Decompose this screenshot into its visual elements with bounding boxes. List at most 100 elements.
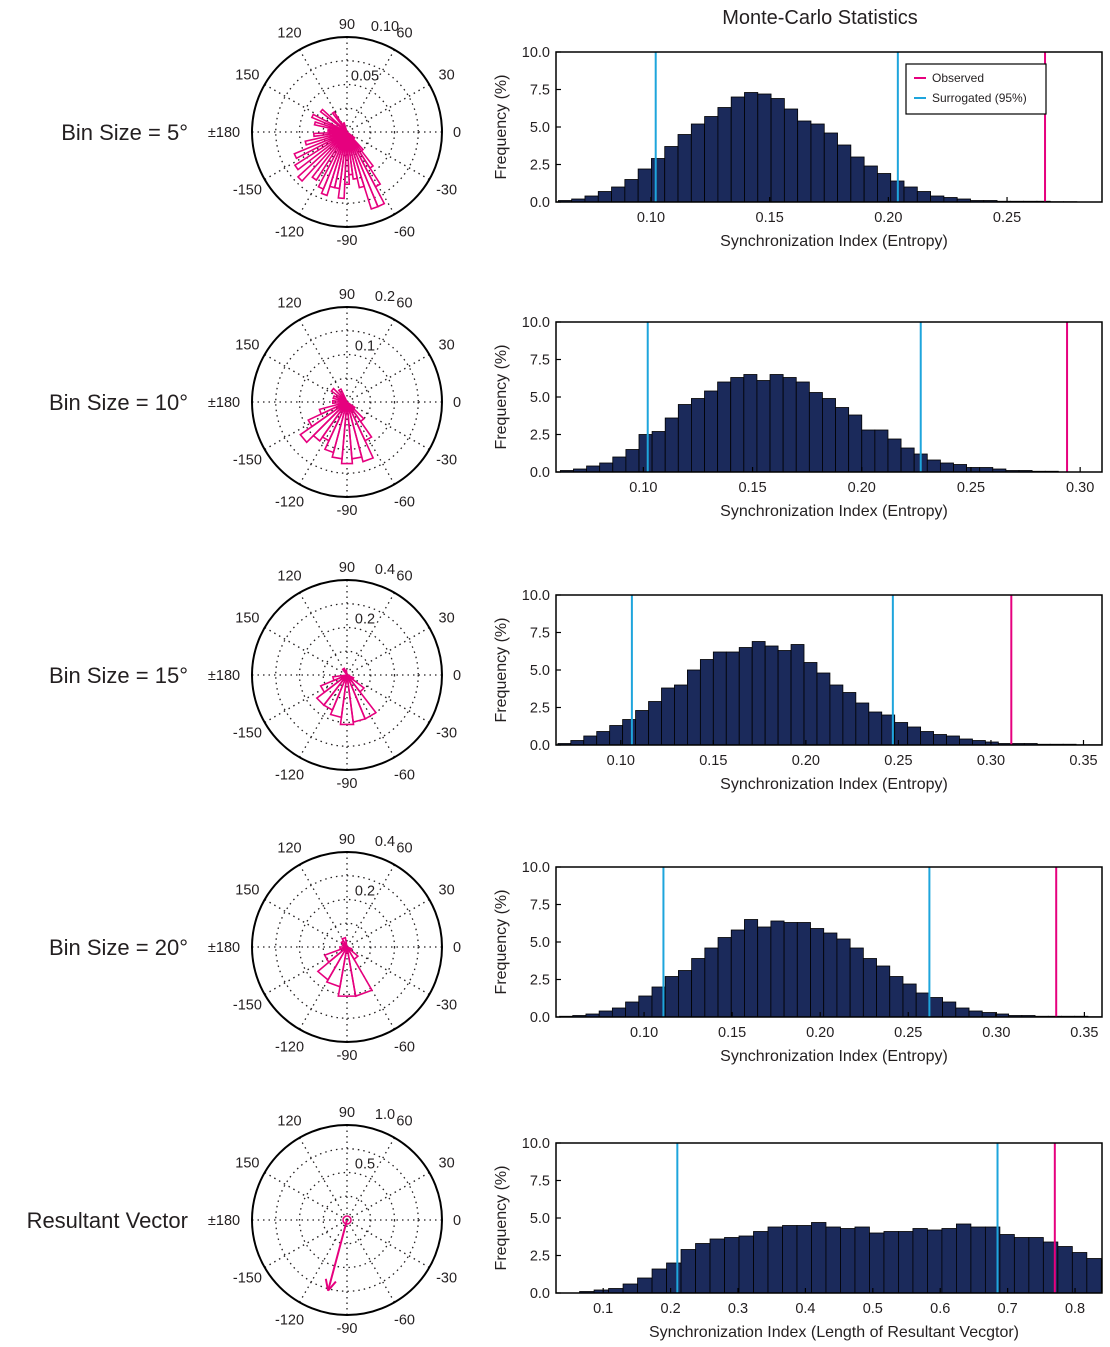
y-tick-label: 10.0 [522,45,550,61]
histogram-bar [782,1225,798,1294]
histogram-bar [612,456,627,473]
histogram: 0.0 2.5 5.0 7.5 10.0 0.10 0.15 0.20 0.25 0.30 0.35… [493,860,1103,1065]
histogram-bar [622,1283,638,1294]
histogram-bar [751,641,766,746]
x-tick-label: 0.1 [593,1301,613,1317]
x-tick-label: 0.10 [629,480,657,496]
polar-angle-label: 150 [235,883,259,899]
histogram-bar [687,669,701,746]
histogram: 0.0 2.5 5.0 7.5 10.0 0.10 0.15 0.20 0.25 Synchron… [493,45,1103,250]
polar-angle-label: 150 [235,611,259,627]
rose-petal [339,674,355,726]
row-label: Resultant Vector [27,1208,188,1233]
x-tick-label: 0.10 [630,1025,658,1041]
polar-plot: 90 60 30 0 -30 -60 -90 -120 -150 ±180 150 120 0.05 0.… [208,17,461,249]
histogram-bar [782,377,797,473]
histogram-bar [795,381,810,473]
histogram-bar [939,462,954,473]
histogram-bar [743,374,758,473]
x-tick-label: 0.25 [884,753,912,769]
polar-angle-label: 120 [277,295,301,311]
histogram-bar [915,992,930,1018]
polar-spoke [264,1171,348,1221]
row-label: Bin Size = 15° [49,663,188,688]
polar-radius-label: 0.2 [375,289,395,305]
polar-angle-label: -120 [275,1040,304,1056]
histogram-bar [854,1226,870,1294]
histogram-bar [638,434,653,473]
polar-angle-label: 0 [453,940,461,956]
polar-angle-label: 0 [453,125,461,141]
polar-angle-label: -90 [337,1321,358,1337]
rose-petal [332,394,348,403]
histogram: 0.0 2.5 5.0 7.5 10.0 0.10 0.15 0.20 0.25 0.30 0.35… [493,588,1103,793]
x-tick-label: 0.25 [993,210,1021,226]
x-tick-label: 0.20 [806,1025,834,1041]
histogram-bar [777,650,792,746]
rose-petal [346,946,374,998]
histogram-bar [677,134,692,203]
histogram-bar [927,1229,943,1294]
chart-row-5: Resultant Vector 90 60 30 0 -30 -60 -90 -120 -150… [27,1105,1103,1341]
histogram-bar [907,726,922,746]
polar-ring [322,922,372,972]
x-axis-label: Synchronization Index (Entropy) [720,776,948,793]
histogram-bar [769,374,784,473]
histogram-bar [796,922,811,1018]
y-tick-label: 10.0 [522,588,550,604]
histogram-bar [876,965,891,1018]
x-tick-label: 0.4 [795,1301,815,1317]
x-tick-label: 0.15 [718,1025,746,1041]
polar-angle-label: -120 [275,495,304,511]
rose-petal [293,131,348,160]
legend-box [905,63,1047,115]
rose-petal [293,131,348,171]
rose-petal [332,399,348,405]
y-tick-label: 2.5 [530,428,550,444]
x-tick-label: 0.10 [637,210,665,226]
histogram-bar [635,710,649,746]
figure-title: Monte-Carlo Statistics [722,7,918,29]
histogram-bar [836,938,851,1018]
histogram-bar [717,937,732,1018]
histogram-bar [677,404,692,473]
histogram-bar [810,928,825,1018]
histogram-bar [611,186,626,203]
polar-angle-label: 0 [453,395,461,411]
x-tick-label: 0.8 [1065,1301,1085,1317]
polar-plot: 90 60 30 0 -30 -60 -90 -120 -150 ±180 150 120 0.5 1.0 [208,1105,461,1337]
x-tick-label: 0.7 [998,1301,1018,1317]
polar-angle-label: -120 [275,225,304,241]
polar-ring [298,83,396,181]
x-tick-label: 0.15 [738,480,766,496]
histogram-bar [770,920,785,1018]
y-tick-label: 5.0 [530,663,550,679]
y-tick-label: 10.0 [522,860,550,876]
histogram-bar [611,1007,626,1018]
histogram-bar [625,449,640,473]
polar-radius-label: 0.4 [375,562,395,578]
rose-petal [304,131,348,146]
rose-petal [315,674,348,707]
histogram-bar [583,735,598,746]
x-tick-label: 0.20 [848,480,876,496]
histogram-bar [959,738,973,746]
histogram-bar [928,997,944,1018]
y-tick-label: 7.5 [530,83,550,99]
rose-petal [346,946,353,952]
polar-angle-label: -90 [337,776,358,792]
resultant-vector [327,1219,348,1291]
histogram-bar [850,156,865,203]
histogram: 0.0 2.5 5.0 7.5 10.0 0.10 0.15 0.20 0.25 0.30 Sync… [493,315,1103,520]
histogram-bar [678,970,693,1018]
rose-petal [342,121,348,133]
rose-petal [346,674,378,721]
histogram-bar [730,377,745,473]
histogram-bar [811,1222,827,1294]
polar-angle-label: -150 [233,726,262,742]
y-tick-label: 10.0 [522,315,550,331]
histogram-bar [822,398,836,473]
histogram-bar [816,672,831,746]
histogram-bar [894,722,909,746]
histogram-bar [599,462,614,473]
